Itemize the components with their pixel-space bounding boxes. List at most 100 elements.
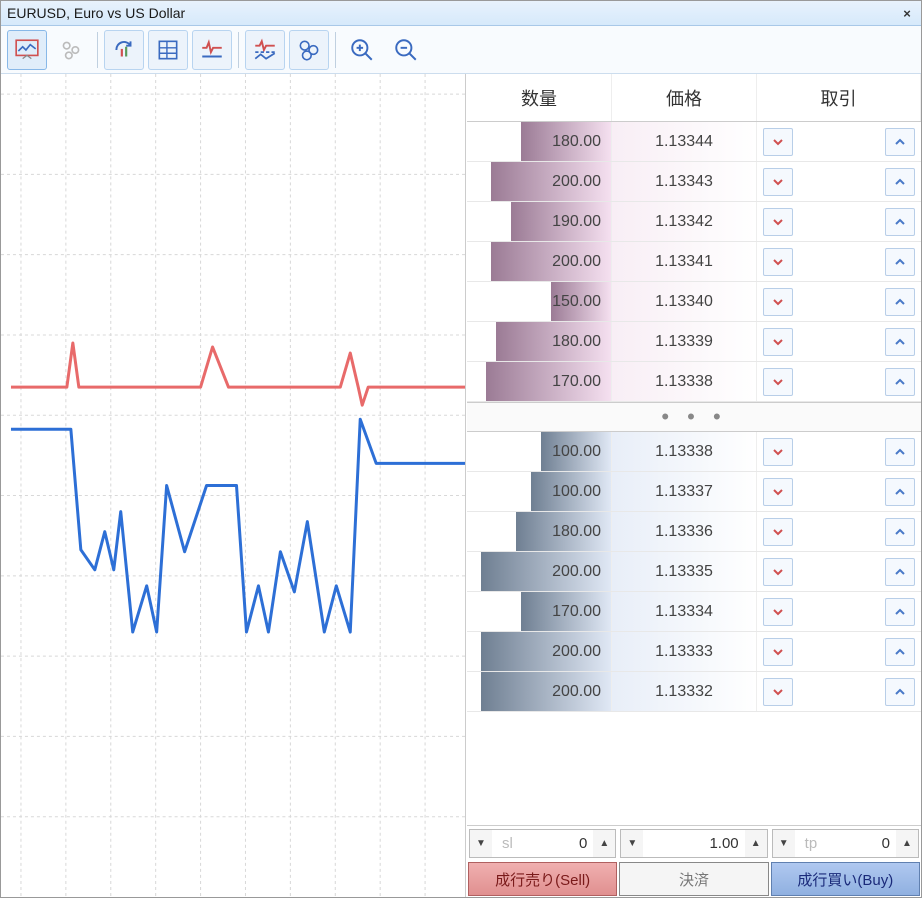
tp-placeholder: tp	[805, 835, 818, 852]
toolbar	[1, 26, 921, 74]
close-icon[interactable]: ×	[899, 6, 915, 21]
dom-price: 1.13338	[612, 432, 757, 471]
pulse-dash-button[interactable]	[245, 30, 285, 70]
sl-input[interactable]: ▼ sl 0 ▲	[469, 829, 616, 858]
sl-value: 0	[579, 835, 587, 852]
dom-price: 1.13335	[612, 552, 757, 591]
buy-at-price-button[interactable]	[885, 598, 915, 626]
window-title: EURUSD, Euro vs US Dollar	[7, 5, 899, 21]
zoom-in-button[interactable]	[342, 30, 382, 70]
dom-price: 1.13336	[612, 512, 757, 551]
buy-at-price-button[interactable]	[885, 518, 915, 546]
dom-row-ask: 190.00 1.13342	[467, 202, 921, 242]
separator	[335, 32, 336, 68]
buy-at-price-button[interactable]	[885, 168, 915, 196]
dom-row-bid: 200.00 1.13333	[467, 632, 921, 672]
sell-at-price-button[interactable]	[763, 478, 793, 506]
spin-down-icon[interactable]: ▼	[621, 830, 643, 857]
dom-trade-cell	[757, 282, 921, 321]
lot-value: 1.00	[709, 835, 738, 852]
dom-pane: 数量 価格 取引 180.00 1.13344 200.00 1.13343 1…	[466, 74, 921, 897]
buy-at-price-button[interactable]	[885, 678, 915, 706]
close-position-button[interactable]: 決済	[619, 862, 768, 896]
sell-at-price-button[interactable]	[763, 438, 793, 466]
dom-row-ask: 180.00 1.13339	[467, 322, 921, 362]
sell-at-price-button[interactable]	[763, 598, 793, 626]
dom-trade-cell	[757, 362, 921, 401]
dom-price: 1.13342	[612, 202, 757, 241]
spin-up-icon[interactable]: ▲	[745, 830, 767, 857]
sell-at-price-button[interactable]	[763, 638, 793, 666]
buy-at-price-button[interactable]	[885, 368, 915, 396]
zoom-out-button[interactable]	[386, 30, 426, 70]
refresh-button[interactable]	[104, 30, 144, 70]
buy-button[interactable]: 成行買い(Buy)	[771, 862, 920, 896]
dom-row-bid: 100.00 1.13337	[467, 472, 921, 512]
buy-at-price-button[interactable]	[885, 558, 915, 586]
dom-trade-cell	[757, 512, 921, 551]
dom-volume: 200.00	[467, 632, 612, 671]
dom-volume: 180.00	[467, 122, 612, 161]
dom-row-ask: 200.00 1.13343	[467, 162, 921, 202]
dom-trade-cell	[757, 632, 921, 671]
dom-volume: 100.00	[467, 472, 612, 511]
dom-row-bid: 180.00 1.13336	[467, 512, 921, 552]
buy-at-price-button[interactable]	[885, 288, 915, 316]
lot-input[interactable]: ▼ 1.00 ▲	[620, 829, 767, 858]
sell-at-price-button[interactable]	[763, 128, 793, 156]
sell-at-price-button[interactable]	[763, 168, 793, 196]
dom-volume: 170.00	[467, 592, 612, 631]
sell-at-price-button[interactable]	[763, 208, 793, 236]
dom-trade-cell	[757, 472, 921, 511]
buy-at-price-button[interactable]	[885, 128, 915, 156]
dom-price: 1.13344	[612, 122, 757, 161]
dom-row-ask: 150.00 1.13340	[467, 282, 921, 322]
separator	[97, 32, 98, 68]
dom-trade-cell	[757, 322, 921, 361]
buy-at-price-button[interactable]	[885, 438, 915, 466]
header-volume: 数量	[467, 74, 612, 121]
sl-placeholder: sl	[502, 835, 513, 852]
dom-volume: 180.00	[467, 512, 612, 551]
dom-volume: 150.00	[467, 282, 612, 321]
dom-header: 数量 価格 取引	[467, 74, 921, 122]
content: 数量 価格 取引 180.00 1.13344 200.00 1.13343 1…	[1, 74, 921, 897]
buy-at-price-button[interactable]	[885, 638, 915, 666]
inputs-row: ▼ sl 0 ▲ ▼ 1.00 ▲ ▼ tp0 ▲	[467, 825, 921, 861]
chart-pane[interactable]	[1, 74, 466, 897]
buy-at-price-button[interactable]	[885, 478, 915, 506]
dom-trade-cell	[757, 552, 921, 591]
chart-mode-button[interactable]	[7, 30, 47, 70]
pulse-line-button[interactable]	[192, 30, 232, 70]
spin-down-icon[interactable]: ▼	[773, 830, 795, 857]
circles-mode-button[interactable]	[51, 30, 91, 70]
sell-at-price-button[interactable]	[763, 288, 793, 316]
dom-volume: 180.00	[467, 322, 612, 361]
dom-trade-cell	[757, 242, 921, 281]
dom-price: 1.13333	[612, 632, 757, 671]
dom-volume: 190.00	[467, 202, 612, 241]
sell-at-price-button[interactable]	[763, 368, 793, 396]
spin-down-icon[interactable]: ▼	[470, 830, 492, 857]
dom-volume: 200.00	[467, 672, 612, 711]
bubbles-button[interactable]	[289, 30, 329, 70]
sell-button[interactable]: 成行売り(Sell)	[468, 862, 617, 896]
sell-at-price-button[interactable]	[763, 558, 793, 586]
dom-volume: 200.00	[467, 552, 612, 591]
dom-row-ask: 200.00 1.13341	[467, 242, 921, 282]
buy-at-price-button[interactable]	[885, 328, 915, 356]
buy-at-price-button[interactable]	[885, 248, 915, 276]
buy-at-price-button[interactable]	[885, 208, 915, 236]
spread-row: • • •	[467, 402, 921, 432]
sell-at-price-button[interactable]	[763, 518, 793, 546]
table-button[interactable]	[148, 30, 188, 70]
dom-price: 1.13332	[612, 672, 757, 711]
spin-up-icon[interactable]: ▲	[896, 830, 918, 857]
sell-at-price-button[interactable]	[763, 328, 793, 356]
tp-input[interactable]: ▼ tp0 ▲	[772, 829, 919, 858]
sell-at-price-button[interactable]	[763, 678, 793, 706]
spin-up-icon[interactable]: ▲	[593, 830, 615, 857]
sell-at-price-button[interactable]	[763, 248, 793, 276]
dom-row-bid: 100.00 1.13338	[467, 432, 921, 472]
dom-row-bid: 200.00 1.13335	[467, 552, 921, 592]
